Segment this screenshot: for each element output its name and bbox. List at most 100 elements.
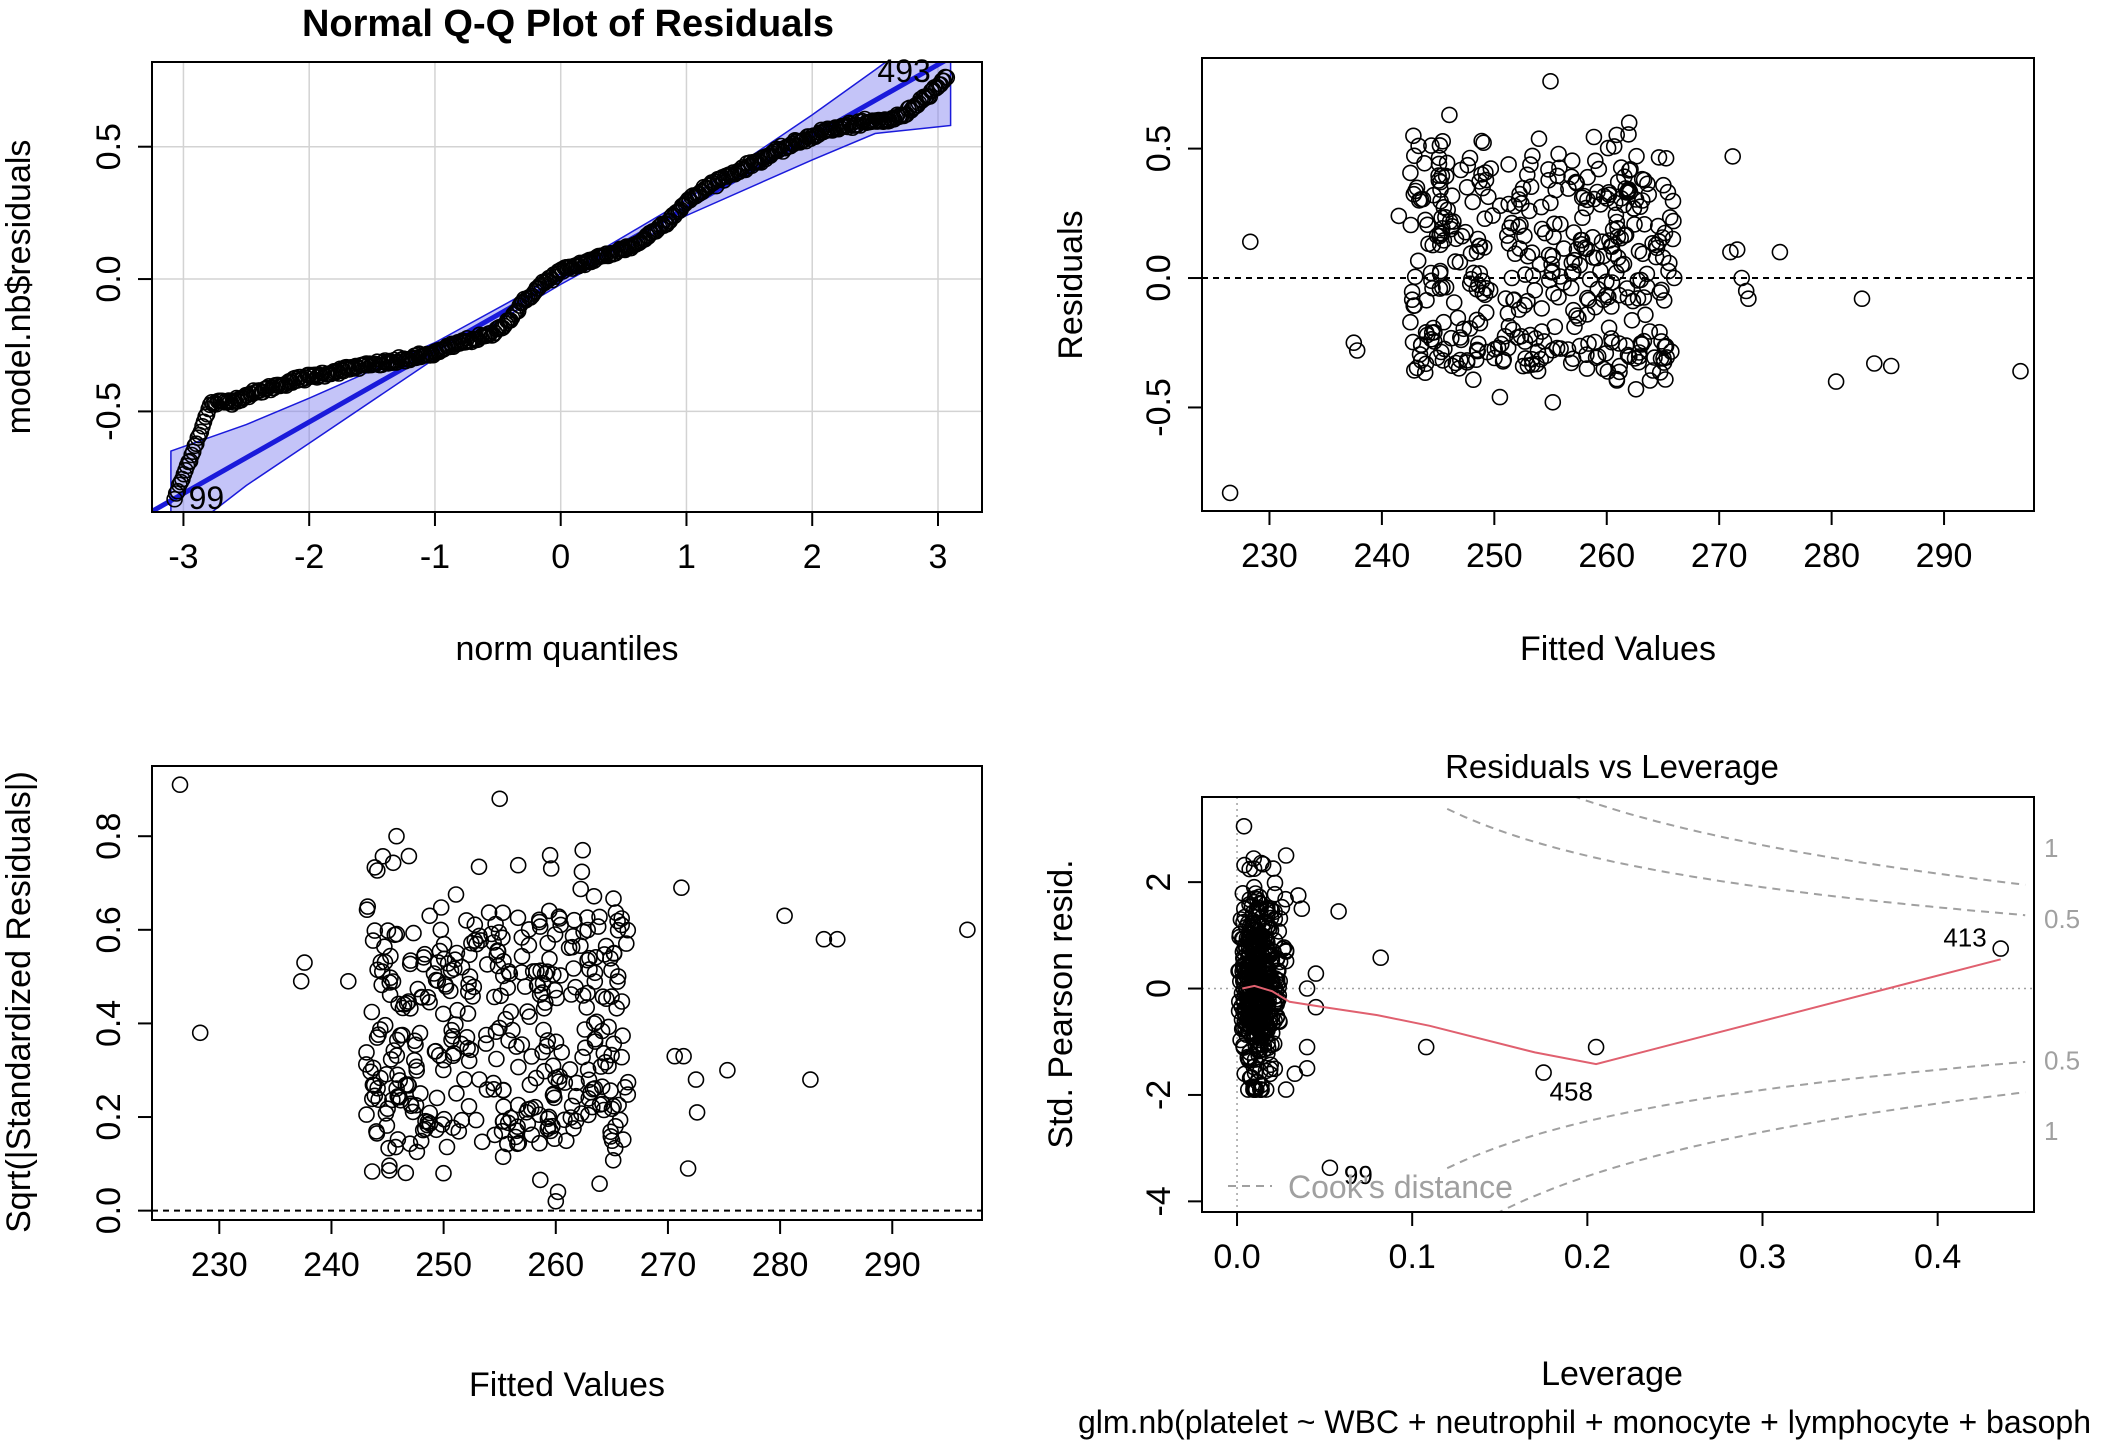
- data-point: [1422, 264, 1440, 282]
- data-point: [513, 1036, 531, 1053]
- data-point: [1262, 909, 1280, 927]
- data-point: [579, 921, 597, 939]
- data-point: [547, 1069, 564, 1087]
- data-point: [1432, 262, 1449, 280]
- data-point: [1293, 900, 1311, 918]
- data-point: [497, 1010, 515, 1028]
- data-point: [364, 932, 382, 949]
- data-point: [1245, 1024, 1262, 1042]
- data-point: [578, 999, 596, 1016]
- data-point: [1579, 289, 1596, 307]
- rl-model-formula: glm.nb(platelet ~ WBC + neutrophil + mon…: [1078, 1404, 2091, 1440]
- data-point: [1644, 362, 1662, 379]
- data-point: [186, 437, 204, 455]
- data-point: [595, 1045, 613, 1062]
- data-point: [524, 963, 542, 980]
- data-point: [1550, 288, 1567, 306]
- rl-point-label: 99: [1344, 1160, 1373, 1190]
- data-point: [1259, 899, 1276, 917]
- data-point: [1722, 243, 1739, 261]
- rf-x-axis-label: Fitted Values: [1520, 630, 1716, 668]
- data-point: [607, 904, 625, 921]
- y-tick-label: 0.6: [90, 906, 128, 953]
- data-point: [605, 945, 623, 962]
- data-point: [613, 993, 631, 1010]
- data-point: [1441, 106, 1458, 124]
- data-point: [1635, 289, 1653, 306]
- data-point: [1512, 216, 1529, 234]
- data-point: [1345, 334, 1363, 352]
- data-point: [1641, 323, 1659, 340]
- data-point: [1263, 973, 1281, 990]
- qq-x-axis-label: norm quantiles: [455, 630, 678, 668]
- data-point: [1266, 874, 1284, 892]
- data-point: [573, 863, 591, 881]
- data-point: [459, 983, 477, 1000]
- data-point: [388, 1031, 406, 1049]
- data-point: [840, 114, 858, 132]
- data-point: [1616, 168, 1633, 185]
- data-point: [1277, 890, 1294, 908]
- data-point: [435, 1110, 453, 1128]
- data-point: [1402, 216, 1420, 234]
- data-point: [1461, 149, 1479, 167]
- data-point: [460, 1052, 478, 1070]
- cooks-contour: [1497, 1091, 2026, 1212]
- cooks-contour-label: 1: [2044, 833, 2058, 863]
- data-point: [395, 996, 413, 1013]
- data-point: [460, 1098, 478, 1115]
- data-point: [488, 1050, 505, 1068]
- data-point: [1619, 289, 1637, 306]
- data-point: [1430, 155, 1448, 173]
- data-point: [494, 904, 512, 922]
- data-point: [572, 937, 589, 955]
- data-point: [1236, 856, 1253, 874]
- data-point: [1277, 847, 1295, 864]
- y-tick-label: 0.0: [90, 1187, 128, 1234]
- data-point: [1431, 280, 1449, 297]
- data-point: [1637, 306, 1654, 324]
- data-point: [550, 1073, 568, 1090]
- data-point: [1601, 232, 1618, 249]
- data-point: [536, 965, 554, 983]
- data-point: [374, 847, 392, 865]
- data-point: [382, 1051, 400, 1068]
- data-point: [490, 924, 508, 941]
- data-point: [1570, 309, 1587, 327]
- data-point: [586, 1080, 604, 1097]
- data-point: [1599, 139, 1617, 157]
- data-point: [1404, 333, 1422, 351]
- sl-points: [171, 776, 976, 1210]
- data-point: [1659, 183, 1677, 201]
- data-point: [536, 994, 554, 1011]
- data-point: [1587, 1038, 1605, 1056]
- data-point: [1564, 350, 1582, 368]
- data-point: [495, 1081, 512, 1099]
- data-point: [1464, 193, 1481, 211]
- data-point: [544, 966, 562, 983]
- data-point: [579, 1061, 597, 1079]
- sl-x-axis-label: Fitted Values: [469, 1366, 665, 1404]
- data-point: [1524, 356, 1541, 373]
- data-point: [1261, 1014, 1278, 1032]
- data-point: [386, 926, 404, 944]
- rl-plot-title: Residuals vs Leverage: [1445, 748, 1779, 785]
- data-point: [1491, 388, 1509, 406]
- data-point: [509, 856, 527, 874]
- data-point: [1417, 1038, 1435, 1056]
- data-point: [548, 989, 566, 1007]
- data-point: [609, 973, 626, 990]
- data-point: [1445, 294, 1463, 311]
- data-point: [1567, 173, 1585, 191]
- data-point: [1246, 1018, 1263, 1036]
- x-tick-label: 240: [1354, 537, 1411, 575]
- data-point: [605, 1035, 623, 1053]
- rf-plot-frame: [1201, 57, 2035, 512]
- data-point: [1235, 980, 1253, 998]
- data-point: [1629, 272, 1647, 289]
- data-point: [1473, 166, 1490, 183]
- data-point: [547, 1193, 565, 1210]
- data-point: [1321, 1159, 1339, 1177]
- data-point: [486, 988, 503, 1006]
- data-point: [1578, 360, 1596, 377]
